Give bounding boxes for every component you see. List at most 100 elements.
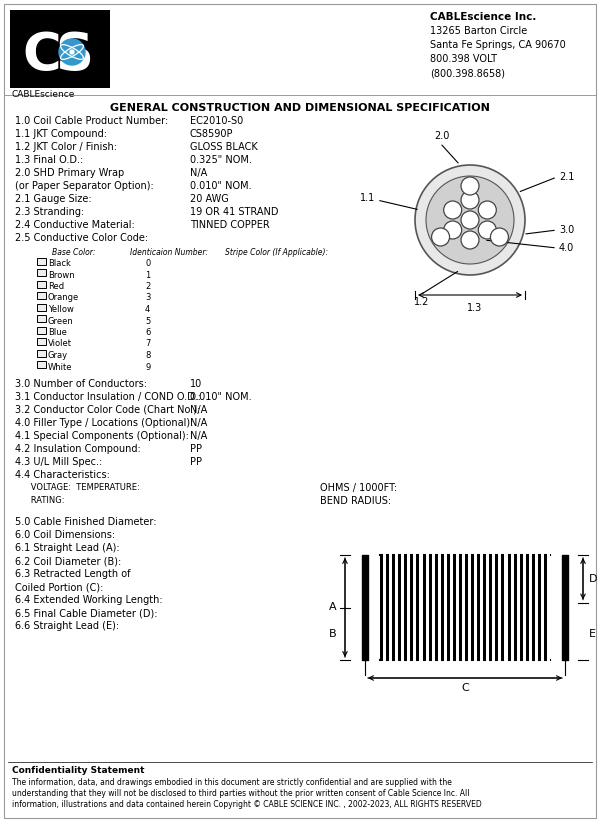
Text: CS8590P: CS8590P — [190, 129, 233, 139]
Bar — [37, 327, 46, 334]
Text: 1.3 Final O.D.:: 1.3 Final O.D.: — [15, 155, 83, 165]
Bar — [422, 555, 425, 660]
Text: CABLEscience Inc.: CABLEscience Inc. — [430, 12, 536, 22]
Bar — [514, 555, 517, 660]
Text: 3.0 Number of Conductors:: 3.0 Number of Conductors: — [15, 379, 147, 389]
Bar — [505, 658, 508, 662]
Bar — [401, 658, 404, 662]
Text: N/A: N/A — [190, 405, 207, 415]
Bar — [520, 555, 523, 660]
Bar — [37, 258, 46, 265]
Circle shape — [490, 228, 508, 246]
Bar — [483, 555, 486, 660]
Text: Identicaion Number:: Identicaion Number: — [130, 248, 208, 257]
Bar — [535, 658, 538, 662]
Circle shape — [431, 228, 449, 246]
Text: 6: 6 — [145, 328, 151, 337]
Bar — [489, 555, 493, 660]
Text: 2.3 Stranding:: 2.3 Stranding: — [15, 207, 84, 217]
Text: 1.2: 1.2 — [415, 297, 430, 307]
Bar — [404, 555, 407, 660]
Text: 4.0 Filler Type / Locations (Optional):: 4.0 Filler Type / Locations (Optional): — [15, 418, 193, 428]
Bar — [437, 658, 441, 662]
Bar — [468, 552, 471, 556]
Text: 4: 4 — [145, 305, 150, 314]
Bar — [544, 555, 547, 660]
Text: Red: Red — [48, 282, 64, 291]
Bar — [37, 316, 46, 322]
Bar — [499, 552, 502, 556]
Bar — [480, 658, 483, 662]
Text: GLOSS BLACK: GLOSS BLACK — [190, 142, 258, 152]
Bar — [529, 552, 532, 556]
Bar — [392, 555, 395, 660]
Bar — [474, 552, 477, 556]
Text: 2.4 Conductive Material:: 2.4 Conductive Material: — [15, 220, 135, 230]
Bar — [499, 658, 502, 662]
Bar — [529, 658, 532, 662]
Text: N/A: N/A — [190, 431, 207, 441]
Bar — [547, 552, 550, 556]
Text: RATING:: RATING: — [15, 496, 65, 505]
Text: 6.6 Straight Lead (E):: 6.6 Straight Lead (E): — [15, 621, 119, 631]
Text: 3.1 Conductor Insulation / COND O.D.:: 3.1 Conductor Insulation / COND O.D.: — [15, 392, 201, 402]
Text: 6.1 Straight Lead (A):: 6.1 Straight Lead (A): — [15, 543, 119, 553]
Bar — [37, 293, 46, 299]
Bar — [401, 552, 404, 556]
Bar — [450, 552, 453, 556]
Bar — [505, 552, 508, 556]
Text: Stripe Color (If Applicable):: Stripe Color (If Applicable): — [225, 248, 328, 257]
Bar — [407, 552, 410, 556]
Bar — [471, 555, 474, 660]
Text: GENERAL CONSTRUCTION AND DIMENSIONAL SPECIFICATION: GENERAL CONSTRUCTION AND DIMENSIONAL SPE… — [110, 103, 490, 113]
Bar — [474, 658, 477, 662]
Bar — [477, 555, 480, 660]
Text: B: B — [329, 629, 337, 639]
Bar — [532, 555, 535, 660]
Text: 3: 3 — [145, 293, 151, 302]
Bar — [517, 552, 520, 556]
Bar — [444, 552, 447, 556]
Bar — [486, 658, 489, 662]
Text: 2.1: 2.1 — [559, 172, 574, 182]
Text: Coiled Portion (C):: Coiled Portion (C): — [15, 582, 103, 592]
Circle shape — [461, 211, 479, 229]
Text: 0.325" NOM.: 0.325" NOM. — [190, 155, 252, 165]
Text: 6.0 Coil Dimensions:: 6.0 Coil Dimensions: — [15, 530, 115, 540]
Bar — [486, 552, 489, 556]
Text: 4.4 Characteristics:: 4.4 Characteristics: — [15, 470, 110, 480]
Text: PP: PP — [190, 457, 202, 467]
Bar — [453, 555, 456, 660]
Text: 19 OR 41 STRAND: 19 OR 41 STRAND — [190, 207, 278, 217]
Text: 6.2 Coil Diameter (B):: 6.2 Coil Diameter (B): — [15, 556, 121, 566]
Text: CABLEscience: CABLEscience — [12, 90, 76, 99]
Text: Brown: Brown — [48, 270, 74, 279]
Circle shape — [461, 191, 479, 209]
Text: 6.5 Final Cable Diameter (D):: 6.5 Final Cable Diameter (D): — [15, 608, 157, 618]
Text: 4.3 U/L Mill Spec.:: 4.3 U/L Mill Spec.: — [15, 457, 102, 467]
Text: S: S — [55, 30, 93, 82]
Text: 4.2 Insulation Compound:: 4.2 Insulation Compound: — [15, 444, 141, 454]
Text: N/A: N/A — [190, 168, 207, 178]
Bar — [416, 555, 419, 660]
Text: D: D — [589, 574, 598, 584]
Text: Blue: Blue — [48, 328, 67, 337]
Bar — [508, 555, 511, 660]
Text: Santa Fe Springs, CA 90670: Santa Fe Springs, CA 90670 — [430, 40, 566, 50]
Bar — [437, 552, 441, 556]
Bar — [526, 555, 529, 660]
Text: Black: Black — [48, 259, 71, 268]
Bar — [541, 658, 544, 662]
Text: (or Paper Separator Option):: (or Paper Separator Option): — [15, 181, 154, 191]
Text: 2: 2 — [145, 282, 150, 291]
Circle shape — [443, 201, 461, 219]
Bar — [419, 658, 422, 662]
Bar — [380, 555, 383, 660]
Text: 1.3: 1.3 — [467, 303, 482, 313]
Circle shape — [426, 176, 514, 264]
Text: 13265 Barton Circle: 13265 Barton Circle — [430, 26, 527, 36]
Circle shape — [461, 177, 479, 195]
Bar — [398, 555, 401, 660]
Text: Green: Green — [48, 316, 74, 326]
Bar — [10, 10, 110, 88]
